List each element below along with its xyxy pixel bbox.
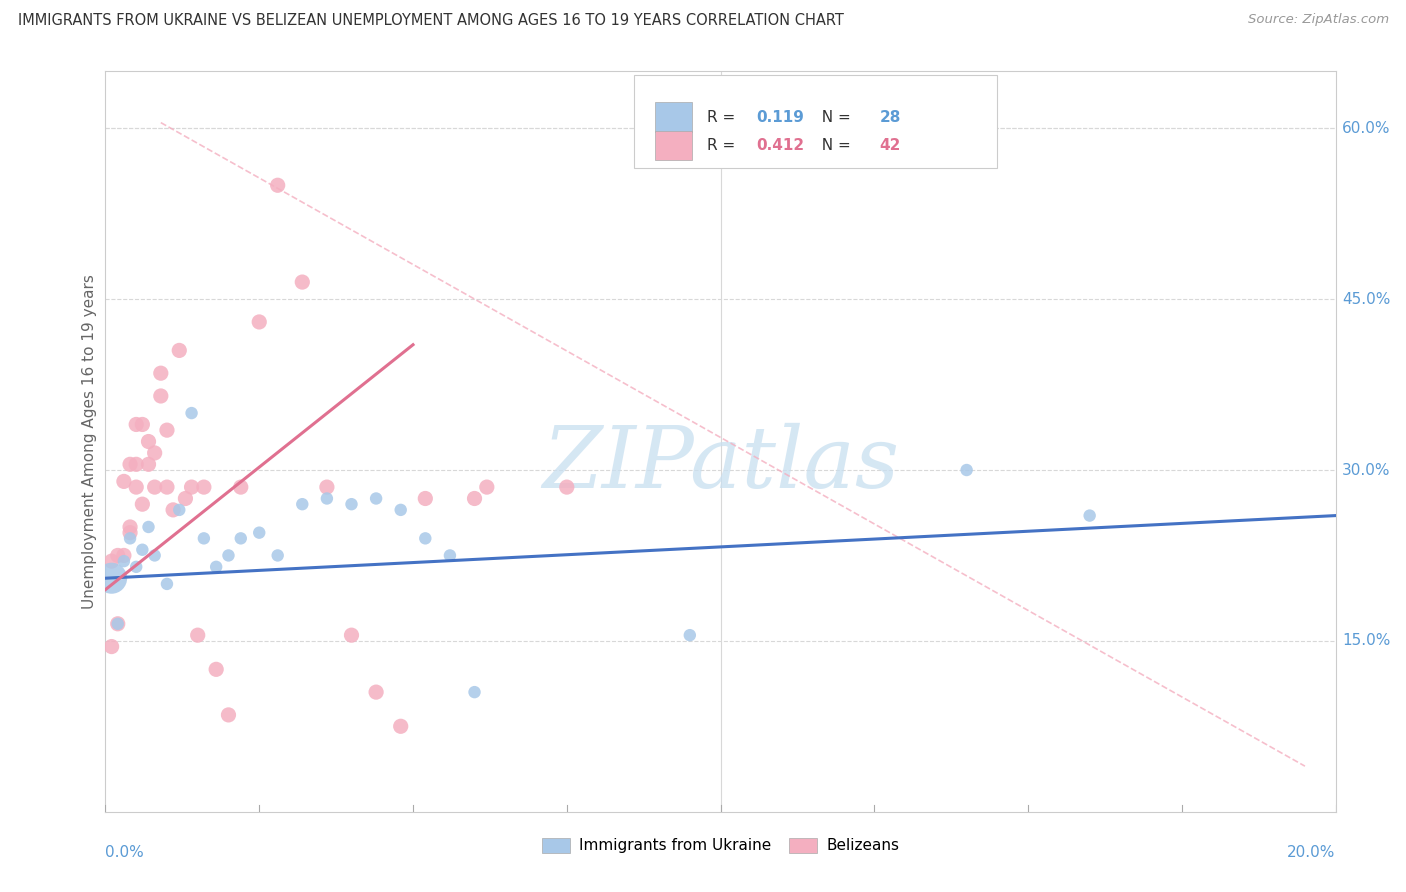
- Point: [125, 417, 148, 432]
- Point: [156, 423, 179, 437]
- Point: [1078, 508, 1101, 523]
- Point: [218, 707, 240, 722]
- Point: [112, 549, 135, 563]
- Text: 0.119: 0.119: [756, 110, 804, 125]
- Point: [156, 577, 179, 591]
- Point: [138, 520, 160, 534]
- Text: 0.0%: 0.0%: [105, 845, 145, 860]
- Y-axis label: Unemployment Among Ages 16 to 19 years: Unemployment Among Ages 16 to 19 years: [82, 274, 97, 609]
- Point: [247, 315, 270, 329]
- Point: [100, 640, 122, 654]
- Point: [315, 491, 337, 506]
- Point: [120, 458, 141, 472]
- Point: [143, 446, 166, 460]
- Point: [174, 491, 197, 506]
- Point: [112, 475, 135, 489]
- Point: [205, 662, 228, 676]
- Point: [180, 480, 202, 494]
- Point: [413, 532, 436, 546]
- Point: [169, 343, 191, 358]
- Point: [120, 532, 141, 546]
- Text: N =: N =: [811, 138, 855, 153]
- Text: 42: 42: [879, 138, 901, 153]
- Point: [143, 480, 166, 494]
- Point: [247, 525, 270, 540]
- Text: 60.0%: 60.0%: [1341, 120, 1391, 136]
- Point: [131, 497, 153, 511]
- Text: N =: N =: [811, 110, 855, 125]
- Point: [169, 503, 191, 517]
- Point: [107, 549, 129, 563]
- Point: [229, 532, 252, 546]
- Text: 0.412: 0.412: [756, 138, 804, 153]
- Point: [267, 178, 290, 193]
- Point: [679, 628, 702, 642]
- Point: [100, 554, 122, 568]
- Point: [149, 366, 172, 380]
- Point: [131, 542, 153, 557]
- Point: [340, 628, 363, 642]
- Text: 20.0%: 20.0%: [1288, 845, 1336, 860]
- Point: [107, 616, 129, 631]
- FancyBboxPatch shape: [655, 130, 692, 161]
- Point: [125, 458, 148, 472]
- Point: [205, 559, 228, 574]
- Point: [162, 503, 184, 517]
- Text: 30.0%: 30.0%: [1341, 463, 1391, 477]
- Point: [187, 628, 209, 642]
- Point: [180, 406, 202, 420]
- Point: [193, 532, 215, 546]
- Point: [267, 549, 290, 563]
- FancyBboxPatch shape: [634, 75, 997, 168]
- Text: 28: 28: [879, 110, 901, 125]
- Point: [112, 554, 135, 568]
- Text: R =: R =: [707, 110, 740, 125]
- Point: [364, 491, 387, 506]
- Point: [389, 503, 412, 517]
- Point: [218, 549, 240, 563]
- Point: [149, 389, 172, 403]
- Point: [464, 685, 486, 699]
- Text: ZIPatlas: ZIPatlas: [541, 423, 900, 505]
- Point: [138, 458, 160, 472]
- FancyBboxPatch shape: [655, 103, 692, 132]
- Point: [389, 719, 412, 733]
- Point: [131, 417, 153, 432]
- Text: IMMIGRANTS FROM UKRAINE VS BELIZEAN UNEMPLOYMENT AMONG AGES 16 TO 19 YEARS CORRE: IMMIGRANTS FROM UKRAINE VS BELIZEAN UNEM…: [18, 13, 844, 29]
- Point: [291, 497, 314, 511]
- Point: [156, 480, 179, 494]
- Text: 45.0%: 45.0%: [1341, 292, 1391, 307]
- Point: [125, 559, 148, 574]
- Point: [364, 685, 387, 699]
- Point: [125, 480, 148, 494]
- Point: [193, 480, 215, 494]
- Point: [120, 520, 141, 534]
- Point: [555, 480, 578, 494]
- Point: [315, 480, 337, 494]
- Point: [475, 480, 498, 494]
- Point: [138, 434, 160, 449]
- Point: [464, 491, 486, 506]
- Point: [229, 480, 252, 494]
- Point: [413, 491, 436, 506]
- Text: Source: ZipAtlas.com: Source: ZipAtlas.com: [1249, 13, 1389, 27]
- Point: [143, 549, 166, 563]
- Point: [107, 616, 129, 631]
- Point: [956, 463, 979, 477]
- Text: 15.0%: 15.0%: [1341, 633, 1391, 648]
- Point: [340, 497, 363, 511]
- Point: [291, 275, 314, 289]
- Text: R =: R =: [707, 138, 740, 153]
- Point: [439, 549, 461, 563]
- Point: [100, 571, 122, 585]
- Legend: Immigrants from Ukraine, Belizeans: Immigrants from Ukraine, Belizeans: [536, 831, 905, 860]
- Point: [120, 525, 141, 540]
